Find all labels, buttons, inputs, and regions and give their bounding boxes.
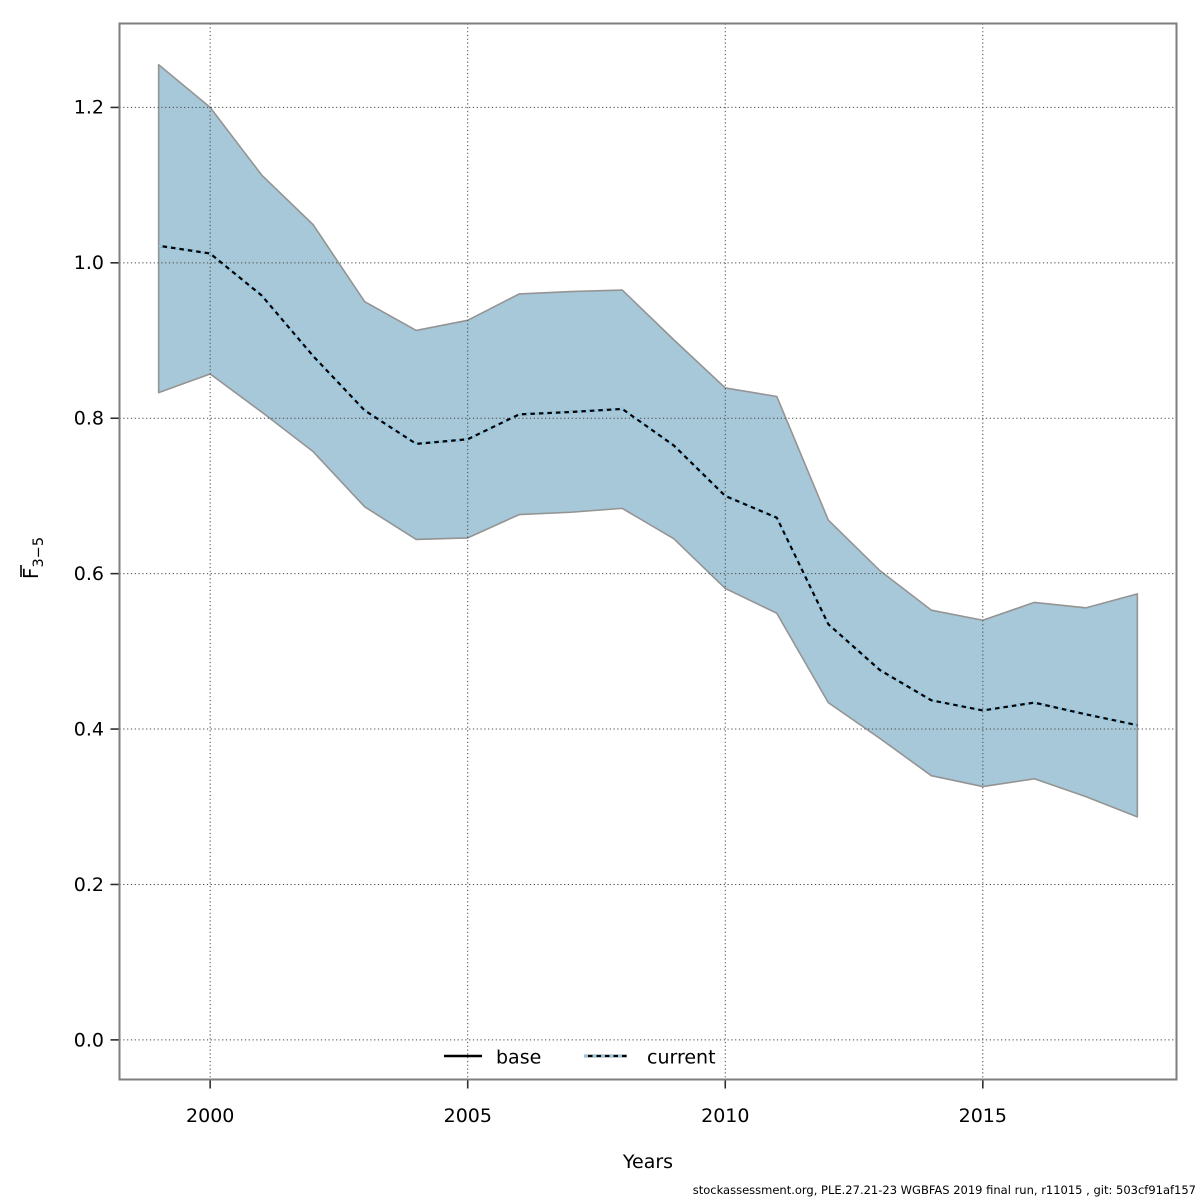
series-line-layer	[158, 244, 1138, 727]
legend: base current	[444, 1047, 716, 1069]
y-tick-label: 0.2	[74, 874, 104, 896]
x-axis-title: Years	[622, 1151, 673, 1173]
x-tick-label: 2000	[186, 1105, 234, 1127]
y-tick-label: 0.8	[74, 408, 104, 430]
svg-text:F3−5: F3−5	[19, 537, 47, 579]
y-tick-label: 0.6	[74, 563, 104, 585]
x-tick-label: 2005	[444, 1105, 492, 1127]
y-axis-title: F3−5	[19, 537, 47, 579]
x-tick-label: 2010	[701, 1105, 749, 1127]
y-tick-label: 1.0	[74, 252, 104, 274]
y-tick-label: 0.4	[74, 719, 104, 741]
legend-label-base: base	[496, 1047, 541, 1069]
y-tick-label: 1.2	[74, 97, 104, 119]
confidence-band	[157, 63, 1139, 818]
axis-tick-layer	[110, 106, 984, 1089]
y-axis-tick-labels: 0.0 0.2 0.4 0.6 0.8 1.0 1.2	[74, 97, 104, 1052]
x-axis-tick-labels: 2000 2005 2010 2015	[186, 1105, 1007, 1127]
y-tick-label: 0.0	[74, 1030, 104, 1052]
legend-label-current: current	[647, 1047, 716, 1069]
footer-note: stockassessment.org, PLE.27.21-23 WGBFAS…	[693, 1183, 1196, 1197]
x-tick-label: 2015	[959, 1105, 1007, 1127]
current-line	[158, 244, 1138, 727]
confidence-band-layer	[157, 63, 1139, 818]
grid-layer	[119, 23, 1177, 1080]
plot-border	[118, 22, 1178, 1081]
